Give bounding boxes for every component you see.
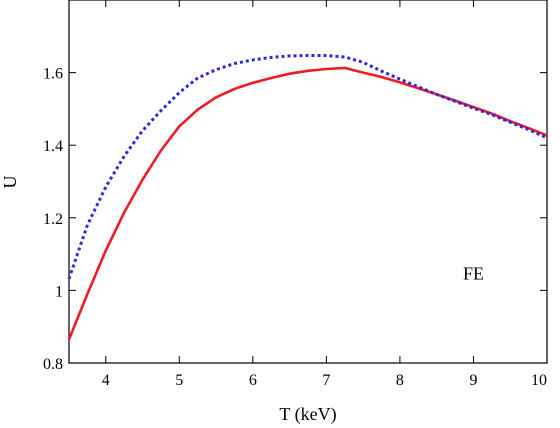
x-tick-label: 10 <box>531 372 547 389</box>
x-tick-label: 7 <box>322 372 330 389</box>
x-tick-label: 6 <box>249 372 257 389</box>
annotation-fe: FE <box>463 264 484 284</box>
y-tick-label: 1.4 <box>43 138 63 155</box>
y-tick-label: 1 <box>55 283 63 300</box>
y-axis-title: U <box>0 176 20 189</box>
series-line-dotted <box>67 54 548 280</box>
y-tick-label: 0.8 <box>43 356 63 373</box>
y-tick-label: 1.6 <box>43 66 63 83</box>
tick-labels: 4 5 6 7 8 9 10 0.8 1 1.2 1.4 1.6 <box>43 66 547 389</box>
series-line-solid <box>67 66 548 340</box>
plot-frame <box>68 0 548 364</box>
x-tick-label: 8 <box>396 372 404 389</box>
y-tick-label: 1.2 <box>43 211 63 228</box>
x-tick-label: 9 <box>469 372 477 389</box>
ticks <box>69 0 548 364</box>
x-tick-label: 4 <box>102 372 110 389</box>
x-tick-label: 5 <box>175 372 183 389</box>
series-layer <box>67 54 548 340</box>
x-axis-title: T (keV) <box>279 404 336 425</box>
